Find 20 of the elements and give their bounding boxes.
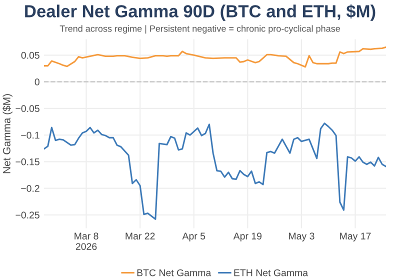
y-tick-label: −0.05 <box>16 105 40 112</box>
chart-title: Dealer Net Gamma 90D (BTC and ETH, $M) <box>25 4 376 21</box>
y-tick-label: −0.25 <box>16 212 40 219</box>
y-axis-title: Net Gamma ($M) <box>2 94 12 174</box>
line-series <box>44 46 386 68</box>
y-tick-label: −0.2 <box>21 185 40 192</box>
x-tick-label: May 17 <box>340 232 371 242</box>
y-tick-label: −0.1 <box>21 132 40 139</box>
y-tick-label: 0 <box>34 78 40 86</box>
line-series <box>44 122 386 220</box>
legend-label: BTC Net Gamma <box>137 269 212 276</box>
y-tick-label: 0.05 <box>21 52 40 59</box>
x-tick-label: Apr 19 <box>233 232 262 242</box>
chart-subtitle: Trend across regime | Persistent negative = chronic pro-cyclical phase <box>60 25 340 34</box>
y-tick-label: −0.15 <box>16 158 40 166</box>
legend-label: ETH Net Gamma <box>234 269 308 276</box>
x-tick-label: Mar 22 <box>126 232 155 240</box>
x-tick-label: Apr 5 <box>182 232 206 242</box>
x-tick-label: May 3 <box>289 232 314 242</box>
x-tick-label: Mar 8 2026 <box>74 232 98 250</box>
